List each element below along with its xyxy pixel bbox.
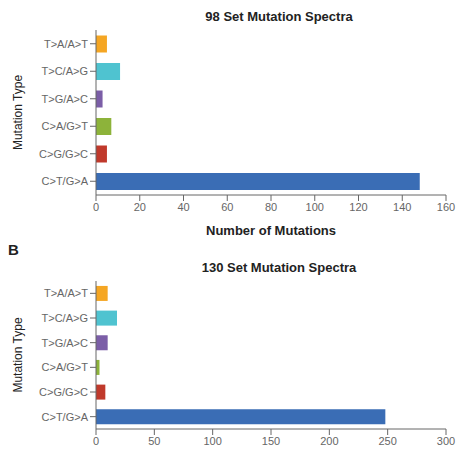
svg-text:200: 200 [320,435,338,447]
svg-text:100: 100 [203,435,221,447]
svg-text:50: 50 [148,435,160,447]
html-text:B: B [8,241,19,258]
svg-text:C>A/G>T: C>A/G>T [42,120,89,132]
svg-text:T>G/A>C: T>G/A>C [42,337,89,349]
svg-text:T>A/A>T: T>A/A>T [44,38,88,50]
svg-text:T>C/A>G: T>C/A>G [42,312,88,324]
svg-text:40: 40 [177,201,189,213]
svg-text:0: 0 [93,435,99,447]
svg-text:T>G/A>C: T>G/A>C [42,93,89,105]
html-text:98 Set Mutation Spectra: 98 Set Mutation Spectra [205,9,353,24]
svg-text:C>G/G>C: C>G/G>C [39,386,88,398]
svg-text:100: 100 [306,201,324,213]
svg-text:Mutation Type: Mutation Type [11,75,25,150]
svg-text:Number of Mutations: Number of Mutations [206,223,336,238]
svg-text:140: 140 [393,201,411,213]
svg-text:T>C/A>G: T>C/A>G [42,65,88,77]
svg-text:T>A/A>T: T>A/A>T [44,287,88,299]
svg-text:20: 20 [134,201,146,213]
svg-text:80: 80 [265,201,277,213]
svg-text:C>G/G>C: C>G/G>C [39,148,88,160]
svg-text:160: 160 [437,201,455,213]
svg-text:150: 150 [262,435,280,447]
svg-text:60: 60 [221,201,233,213]
svg-text:250: 250 [378,435,396,447]
svg-text:0: 0 [93,201,99,213]
svg-text:Mutation Type: Mutation Type [11,317,25,392]
svg-text:C>A/G>T: C>A/G>T [42,361,89,373]
svg-text:300: 300 [437,435,455,447]
html-text:130 Set Mutation Spectra: 130 Set Mutation Spectra [201,260,357,275]
svg-text:C>T/G>A: C>T/G>A [42,411,89,423]
svg-text:120: 120 [349,201,367,213]
svg-text:C>T/G>A: C>T/G>A [42,175,89,187]
